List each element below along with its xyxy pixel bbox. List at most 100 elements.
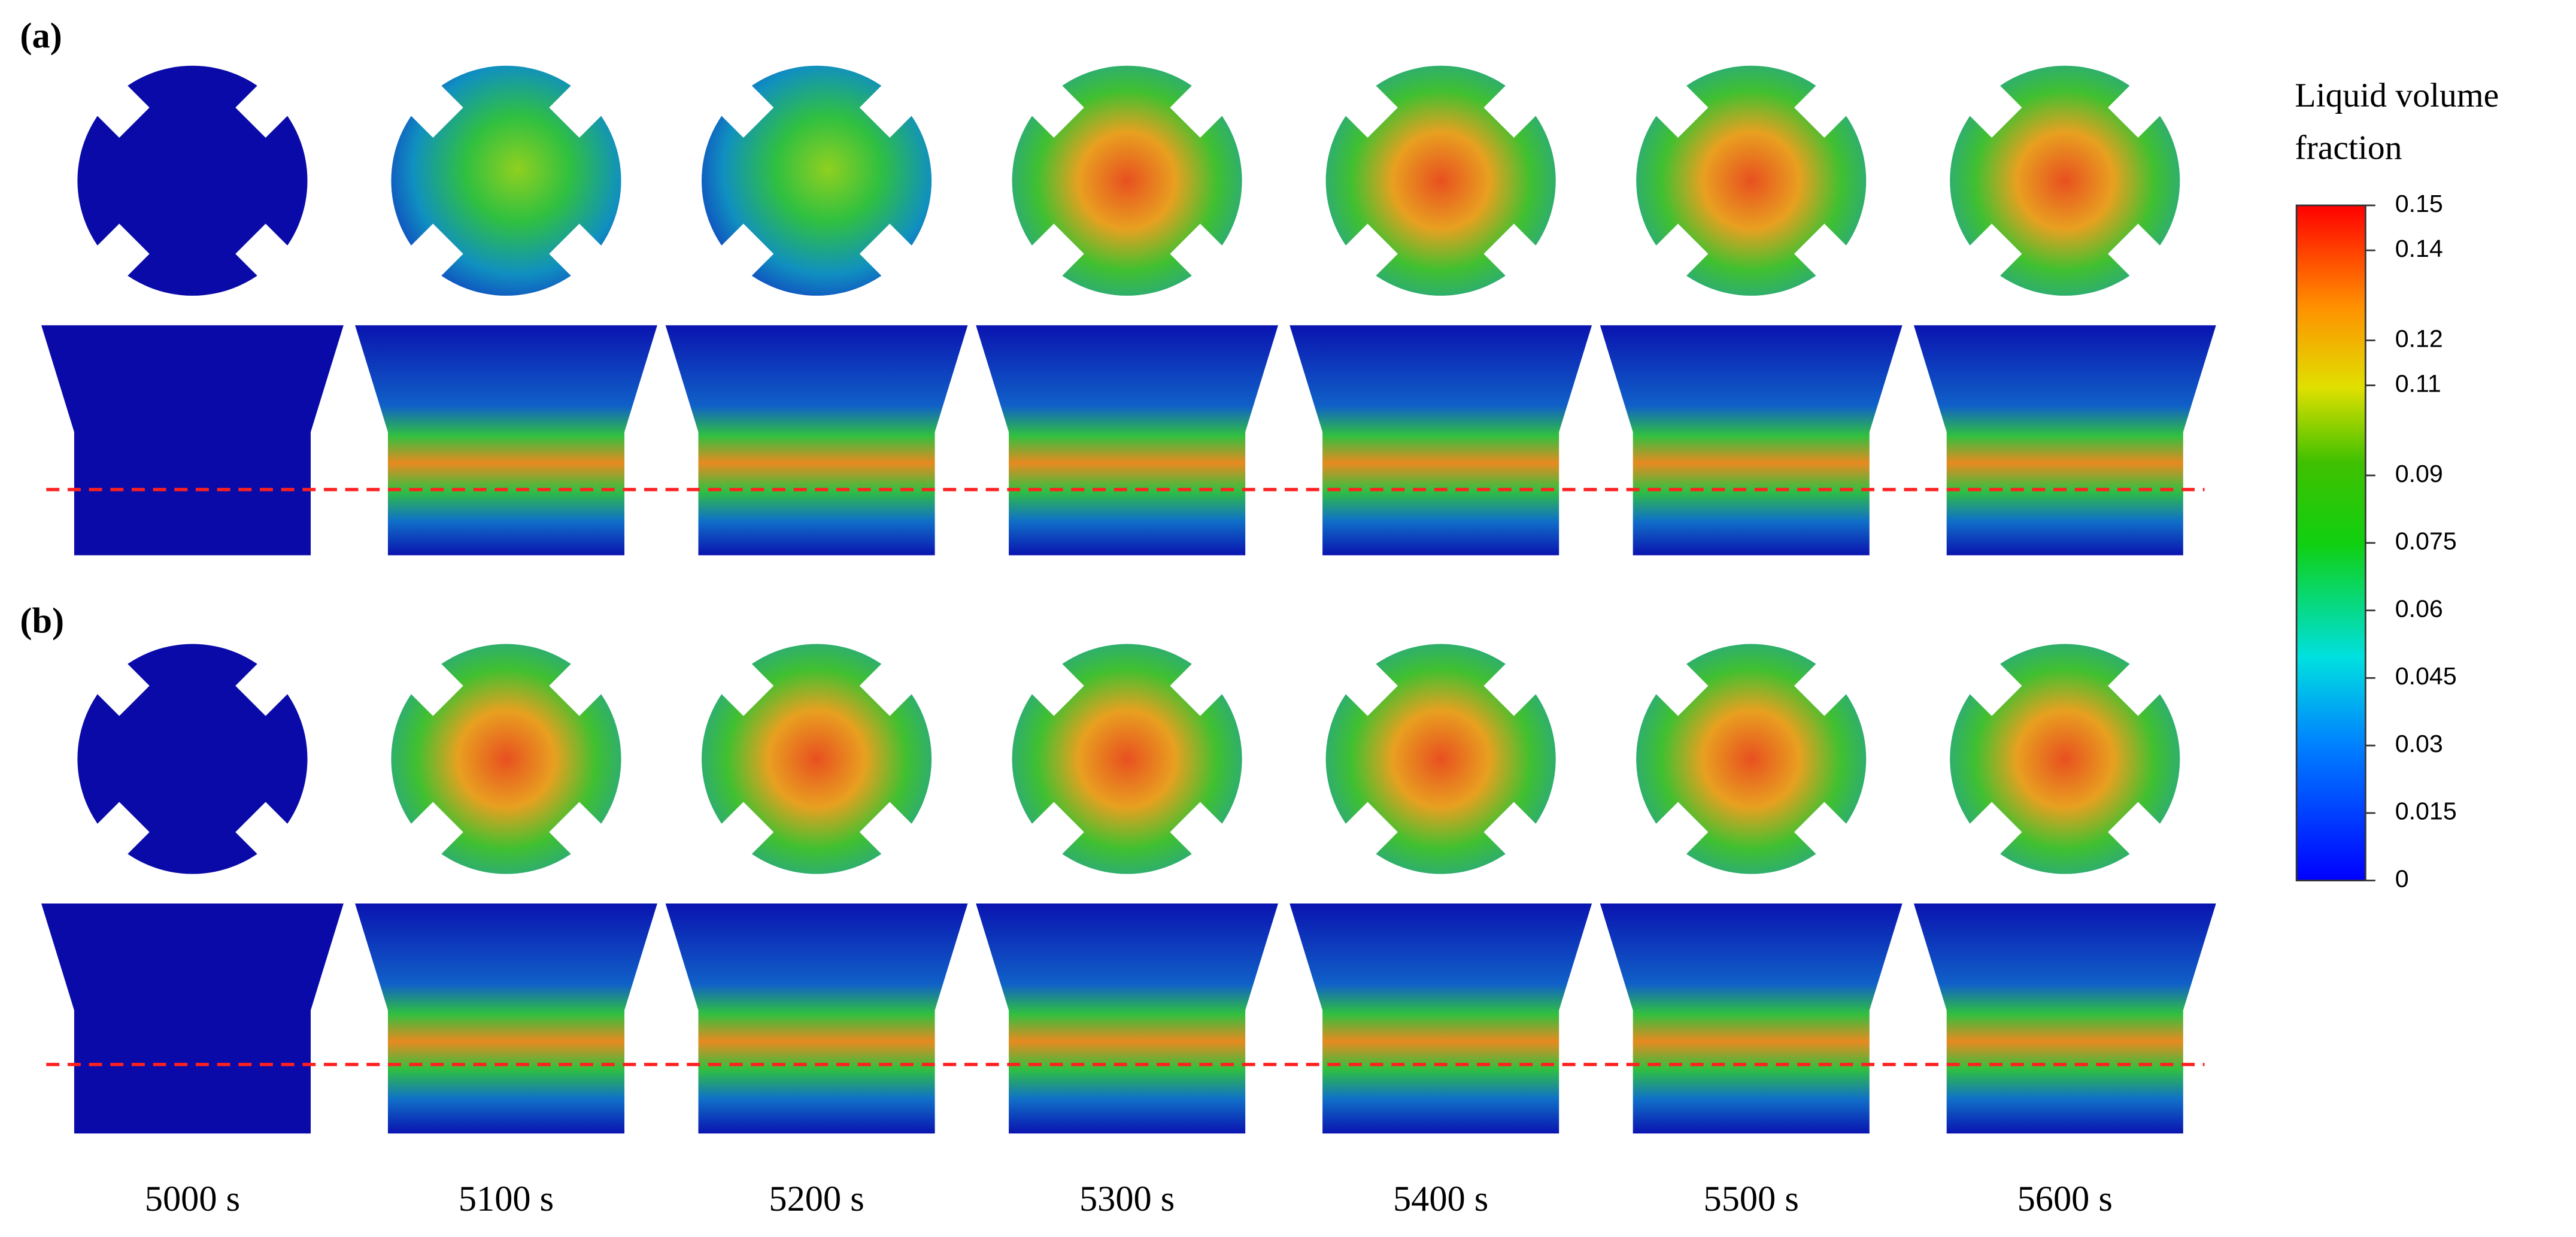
notch [1954,648,2022,716]
longitudinal-section [1600,904,1903,1134]
cross-section-circle [1012,65,1242,296]
cross-section-circle [1012,644,1242,874]
longitudinal-section [41,325,344,556]
colorbar-tick-label: 0.06 [2395,595,2443,622]
cross-section-circle [1950,644,2180,874]
notch [1017,648,1084,716]
notch [1330,648,1398,716]
notch [1794,648,1862,716]
notch [396,70,463,138]
notch [1794,70,1862,138]
longitudinal-section [1913,904,2216,1134]
notch [1640,223,1709,292]
colorbar-tick-label: 0.11 [2395,370,2441,398]
notch [396,802,463,869]
longitudinal-section [976,325,1279,556]
notch [706,802,774,869]
colorbar-tick-label: 0.015 [2395,798,2457,825]
time-label: 5200 s [769,1179,864,1219]
notch [1170,70,1237,138]
notch [1330,70,1398,138]
notch [1794,802,1862,869]
notch [859,648,927,716]
colorbar-tick-label: 0 [2395,865,2409,892]
notch [235,70,303,138]
notch [859,70,927,138]
colorbar [2295,204,2366,881]
longitudinal-section [1289,904,1592,1134]
notch [549,223,617,292]
notch [549,802,617,869]
colorbar-title: fraction [2295,129,2402,167]
notch [1017,802,1084,869]
notch [2108,70,2176,138]
notch [396,223,463,292]
notch [1954,802,2022,869]
longitudinal-section [1289,325,1592,556]
colorbar-tick-label: 0.12 [2395,325,2443,352]
notch [2108,802,2176,869]
cross-section-circle [1636,644,1867,874]
cross-section-circle [1950,65,2180,296]
notch [1170,802,1237,869]
notch [2108,648,2176,716]
notch [1954,223,2022,292]
longitudinal-section [1913,325,2216,556]
notch [1794,223,1862,292]
notch [1483,223,1551,292]
colorbar-tick-label: 0.03 [2395,730,2443,757]
longitudinal-section [355,325,657,556]
cross-section-circle [702,65,932,296]
notch [82,70,150,138]
notch [235,802,303,869]
longitudinal-section [1600,325,1903,556]
cross-section-circle [1325,644,1556,874]
notch [706,223,774,292]
notch [1954,70,2022,138]
time-label: 5300 s [1079,1179,1175,1219]
notch [859,223,927,292]
notch [235,223,303,292]
time-label: 5600 s [2017,1179,2113,1219]
notch [1017,223,1084,292]
longitudinal-section [976,904,1279,1134]
notch [82,223,150,292]
cross-section-circle [391,644,621,874]
notch [1640,70,1709,138]
notch [706,648,774,716]
colorbar-tick-label: 0.09 [2395,460,2443,487]
notch [1640,648,1709,716]
notch [1330,802,1398,869]
notch [549,70,617,138]
notch [549,648,617,716]
longitudinal-section [41,904,344,1134]
cross-section-circle [702,644,932,874]
notch [1330,223,1398,292]
notch [1640,802,1709,869]
notch [1017,70,1084,138]
time-label: 5100 s [459,1179,554,1219]
cross-section-circle [77,65,308,296]
panel-label: (b) [20,601,64,641]
time-label: 5500 s [1704,1179,1799,1219]
colorbar-tick-label: 0.075 [2395,527,2457,555]
panel-label: (a) [20,16,62,56]
notch [235,648,303,716]
notch [1483,802,1551,869]
colorbar-tick-label: 0.14 [2395,235,2443,262]
cross-section-circle [77,644,308,874]
colorbar-title: Liquid volume [2295,77,2499,114]
notch [82,802,150,869]
cross-section-circle [1325,65,1556,296]
notch [396,648,463,716]
notch [706,70,774,138]
longitudinal-section [665,904,968,1134]
colorbar-tick-label: 0.15 [2395,190,2443,217]
notch [2108,223,2176,292]
longitudinal-section [665,325,968,556]
time-label: 5000 s [145,1179,240,1219]
colorbar-tick-label: 0.045 [2395,662,2457,690]
notch [1170,223,1237,292]
